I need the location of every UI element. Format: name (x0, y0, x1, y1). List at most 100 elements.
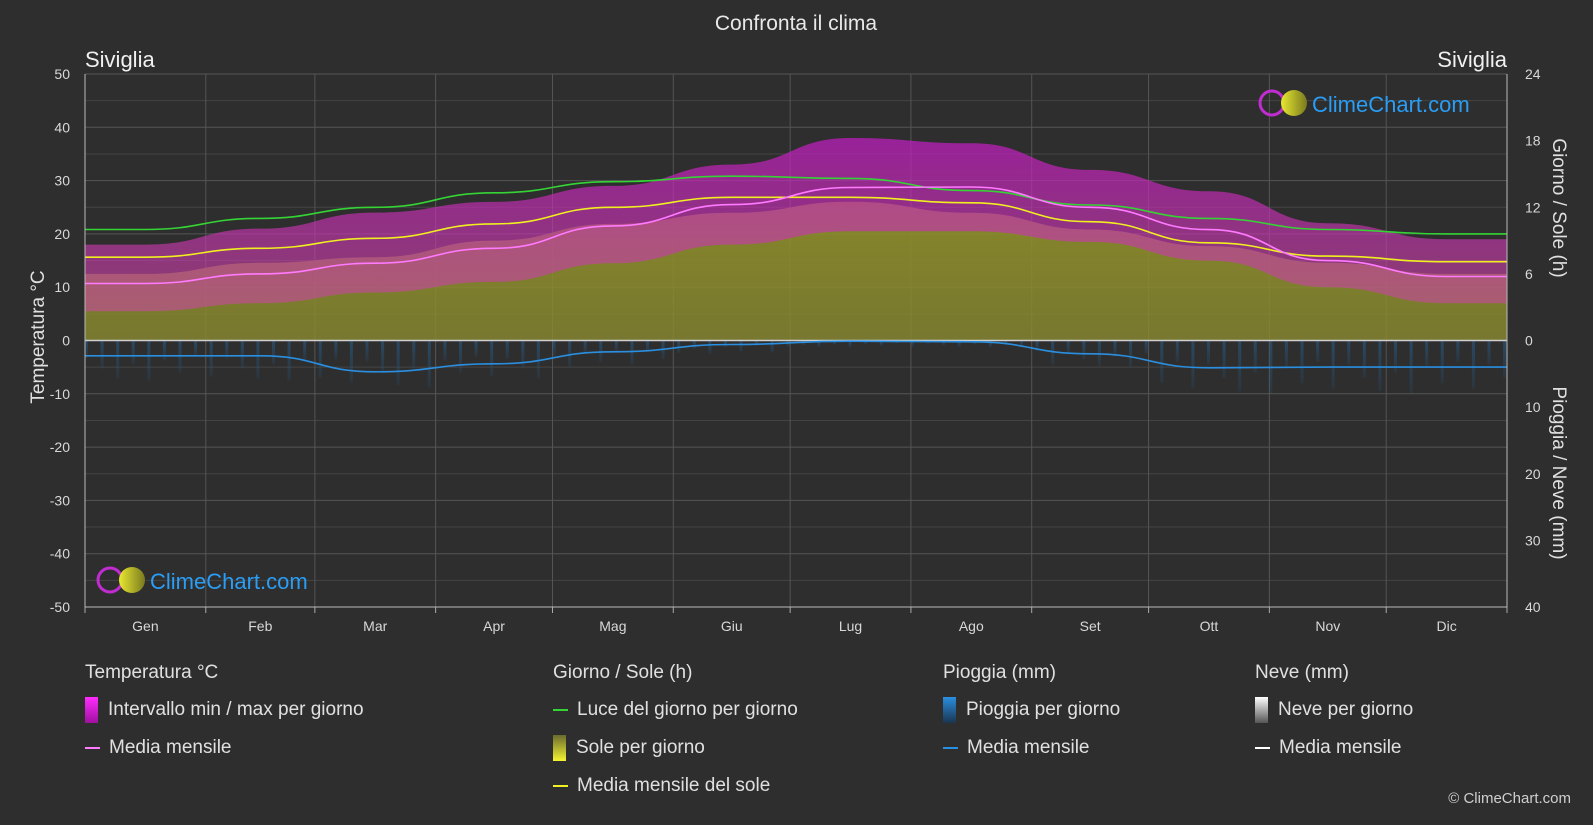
legend-label: Sole per giorno (576, 737, 705, 758)
y-tick-right-bottom: 20 (1525, 466, 1541, 482)
rain-bar (661, 341, 665, 360)
rain-bar (521, 341, 525, 369)
legend-rain: Pioggia (mm) Pioggia per giorno Media me… (943, 662, 1120, 774)
legend-item: Neve per giorno (1255, 697, 1413, 723)
y-axis-label-left: Temperatura °C (28, 270, 49, 403)
rain-bar (708, 341, 712, 354)
rain-bar (1207, 341, 1211, 365)
rain-bar (895, 341, 899, 344)
legend-item: Intervallo min / max per giorno (85, 697, 364, 723)
y-tick-left: 50 (54, 66, 70, 82)
x-tick-label: Dic (1436, 618, 1456, 634)
rain-bar (162, 341, 166, 361)
x-tick-label: Mag (599, 618, 626, 634)
swatch-snow (1255, 697, 1268, 723)
rain-bar (225, 341, 229, 359)
rain-bar (973, 341, 977, 345)
rain-bar (1113, 341, 1117, 357)
logo-ring-icon (1258, 89, 1286, 117)
rain-bar (879, 341, 883, 346)
rain-bar (1253, 341, 1257, 373)
legend-label: Media mensile (109, 737, 232, 758)
y-tick-left: -10 (50, 386, 70, 402)
x-tick-label: Ago (959, 618, 984, 634)
rain-bar (1362, 341, 1366, 378)
watermark-top: ClimeChart.com (1258, 89, 1470, 117)
legend-temperature: Temperatura °C Intervallo min / max per … (85, 662, 364, 774)
rain-bar (1082, 341, 1086, 360)
areas (85, 138, 1507, 341)
rain-bar (131, 341, 135, 365)
legend-header: Temperatura °C (85, 662, 219, 683)
rain-bar (100, 341, 104, 369)
copyright: © ClimeChart.com (1448, 790, 1571, 807)
x-tick-label: Ott (1200, 618, 1219, 634)
rain-bar (957, 341, 961, 347)
rain-bar (1284, 341, 1288, 368)
rain-bar (614, 341, 618, 352)
y-tick-right-bottom: 40 (1525, 599, 1541, 615)
legend-daylight: Giorno / Sole (h) Luce del giorno per gi… (553, 662, 798, 812)
rain-bar (630, 341, 634, 365)
rain-bar (1487, 341, 1491, 365)
rain-bar (817, 341, 821, 347)
location-right: Siviglia (1437, 47, 1507, 72)
rain-bar (443, 341, 447, 361)
y-axis-label-right-bottom: Pioggia / Neve (mm) (1548, 386, 1569, 559)
y-tick-right-top: 24 (1525, 66, 1541, 82)
axes: 50 40 30 20 10 0 -10 -20 -30 -40 -50 24 18 12 6 0 10 20 30… (50, 66, 1541, 634)
rain-bar (646, 341, 650, 353)
rain-bar (1300, 341, 1304, 384)
x-tick-label: Set (1080, 618, 1101, 634)
legend-item: Media mensile del sole (553, 774, 798, 798)
swatch-sun-mean (553, 785, 568, 787)
rain-bar (240, 341, 244, 369)
rain-bar (1238, 341, 1242, 392)
y-tick-left: 0 (62, 333, 70, 349)
rain-bar (303, 341, 307, 361)
y-tick-left: -40 (50, 546, 70, 562)
y-tick-left: -30 (50, 492, 70, 508)
rain-bar (926, 341, 930, 344)
x-tick-label: Feb (248, 618, 272, 634)
swatch-snow-mean (1255, 747, 1270, 749)
rain-bar (474, 341, 478, 357)
x-tick-label: Gen (132, 618, 158, 634)
logo-sun-icon (1281, 90, 1307, 116)
swatch-rain (943, 697, 956, 723)
x-tick-label: Giu (721, 618, 743, 634)
y-tick-right-bottom: 10 (1525, 399, 1541, 415)
rain-bar (770, 341, 774, 353)
legend-header: Neve (mm) (1255, 662, 1349, 683)
y-tick-left: 20 (54, 226, 70, 242)
x-tick-label: Mar (363, 618, 387, 634)
rain-bar (942, 341, 946, 346)
sunshine-area (85, 201, 1507, 341)
rain-bar (1425, 341, 1429, 368)
rain-bar (1456, 341, 1460, 362)
legend-item: Luce del giorno per giorno (553, 698, 798, 722)
rain-bar (427, 341, 431, 388)
rain-bar (1051, 341, 1055, 365)
rain-bar (396, 341, 400, 385)
rain-bar (178, 341, 182, 373)
rain-bar (583, 341, 587, 354)
y-tick-right-top: 12 (1525, 199, 1541, 215)
legend-item: Pioggia per giorno (943, 697, 1120, 723)
watermark-text-bottom: ClimeChart.com (150, 569, 308, 594)
rain-bar (988, 341, 992, 348)
swatch-rain-mean (943, 747, 958, 749)
rain-mean-line (84, 340, 1507, 373)
rain-bar (833, 341, 837, 345)
rain-bar (1316, 341, 1320, 362)
rain-bar (910, 341, 914, 347)
rain-bar (739, 341, 743, 352)
legend-label: Media mensile (967, 737, 1090, 758)
legend-label: Media mensile (1279, 737, 1402, 758)
rain-bar (85, 341, 88, 359)
legend-item: Media mensile (1255, 736, 1413, 760)
legend-item: Sole per giorno (553, 735, 798, 761)
rain-bar (381, 341, 385, 374)
climate-chart: Confronta il clima Siviglia Siviglia 50 4… (28, 12, 1569, 634)
y-tick-left: 40 (54, 119, 70, 135)
